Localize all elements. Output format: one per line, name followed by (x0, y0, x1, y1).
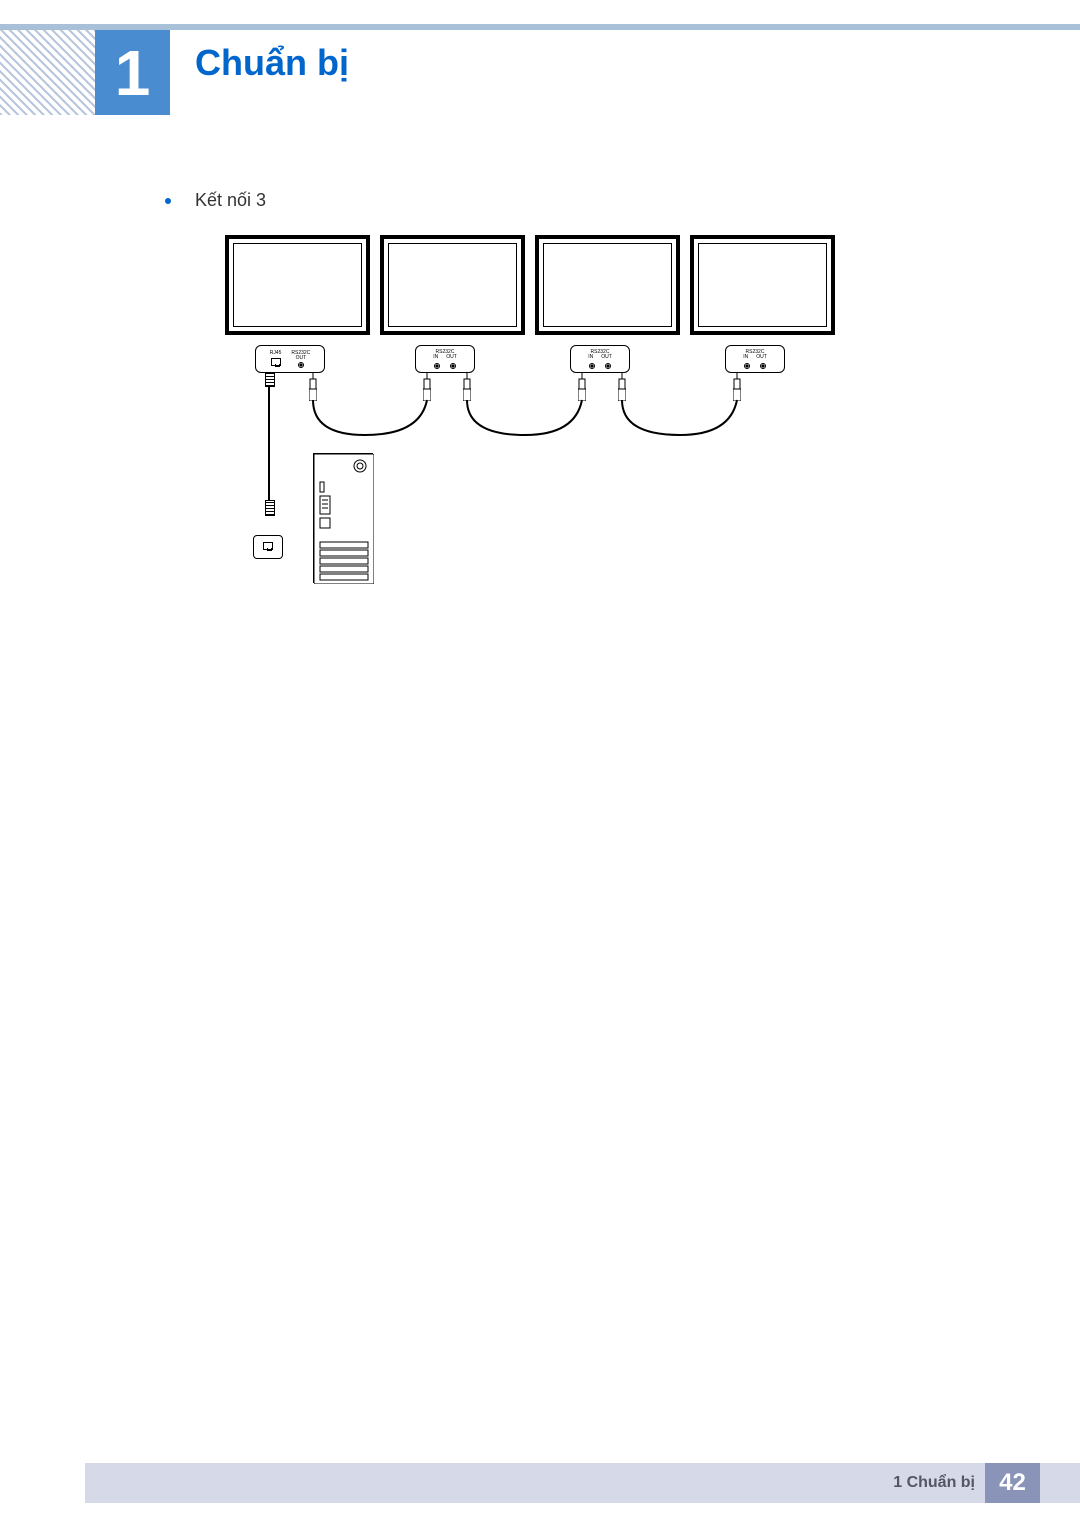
chapter-title: Chuẩn bị (195, 42, 349, 84)
footer-text: 1 Chuẩn bị (893, 1474, 975, 1492)
port-box: RJ45RS232COUT (255, 345, 325, 373)
monitor-icon (690, 235, 835, 335)
monitor-icon (535, 235, 680, 335)
cable-plug-icon (463, 373, 471, 401)
port-box: RS232CINOUT (415, 345, 475, 373)
connection-diagram: RJ45RS232COUT RS232CINOUT RS232CINOUT RS232… (225, 235, 865, 615)
monitor-icon (225, 235, 370, 335)
port-box: RS232CINOUT (570, 345, 630, 373)
cable-plug-icon (618, 373, 626, 401)
computer-tower-icon (313, 453, 373, 583)
header-hatch-block (0, 30, 95, 115)
cable-icon (313, 400, 427, 435)
cable-plug-icon (578, 373, 586, 401)
footer-bar: 1 Chuẩn bị 42 (85, 1463, 1080, 1503)
cable-plug-icon (733, 373, 741, 401)
port-box: RS232CINOUT (725, 345, 785, 373)
cable-icon (622, 400, 737, 435)
chapter-number: 1 (115, 36, 151, 110)
footer-page-number: 42 (985, 1463, 1040, 1503)
router-icon (253, 535, 283, 559)
lan-plug-icon (265, 373, 275, 387)
monitor-icon (380, 235, 525, 335)
cable-plug-icon (423, 373, 431, 401)
cable-icon (467, 400, 582, 435)
bullet-dot-icon (165, 198, 171, 204)
chapter-number-block: 1 (95, 30, 170, 115)
bullet-text: Kết nối 3 (195, 190, 266, 211)
lan-plug-icon (265, 500, 275, 516)
cable-plug-icon (309, 373, 317, 401)
bullet-item: Kết nối 3 (165, 190, 266, 211)
